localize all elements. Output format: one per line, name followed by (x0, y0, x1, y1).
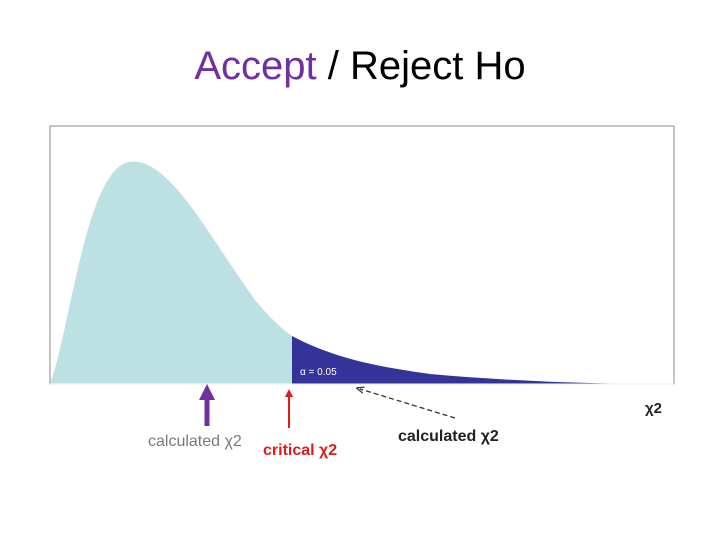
calculated-right-label: calculated χ2 (398, 428, 499, 445)
title-accept: Accept (194, 44, 317, 88)
x-axis-label: χ2 (645, 400, 662, 417)
rejection-region (292, 336, 674, 384)
accept-region (50, 161, 292, 384)
calculated-left-label: calculated χ2 (148, 433, 242, 450)
critical-label: critical χ2 (263, 442, 337, 459)
title-separator: / (316, 44, 350, 88)
title-reject: Reject Ho (350, 44, 526, 88)
alpha-label: α = 0.05 (300, 367, 337, 378)
calculated-right-arrow-icon (360, 389, 456, 419)
page-title: Accept / Reject Ho (0, 44, 720, 89)
